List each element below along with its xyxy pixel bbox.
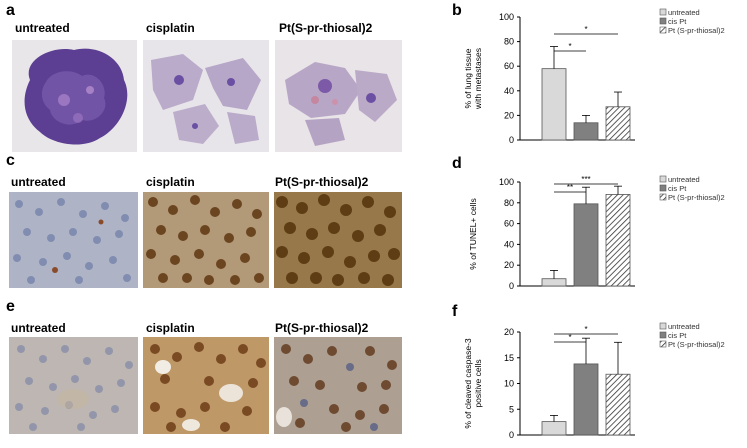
micrograph-e-thiosal [274, 337, 402, 434]
y-axis-label: % of lung tissue with metastases [463, 48, 483, 110]
bar-untreated [541, 278, 567, 287]
significance-label: * [584, 25, 587, 34]
y-tick-label: 100 [499, 12, 514, 22]
chart-d: 0 20 40 60 80 100% of TUNEL+ cells ** *** untrea… [455, 170, 745, 295]
significance-label: *** [581, 175, 590, 184]
bar-pt-s-pr-thiosal-2 [605, 194, 631, 287]
y-tick-label: 5 [509, 404, 514, 414]
image-label-e-cisplatin: cisplatin [146, 321, 195, 335]
micrograph-a-untreated [12, 40, 137, 152]
legend-swatch [659, 331, 667, 339]
image-label-e-untreated: untreated [11, 321, 66, 335]
y-axis-label-line: % of TUNEL+ cells [468, 198, 478, 269]
bar-cis-pt [573, 122, 599, 141]
y-axis-label-line: % of lung tissue [463, 48, 473, 108]
image-label-a-cisplatin: cisplatin [146, 21, 195, 35]
y-axis-label-line: % of cleaved caspase-3 [463, 338, 473, 429]
bar-pt-s-pr-thiosal-2 [605, 373, 631, 436]
chart-b: 0 20 40 60 80 100 % of lung tissue with metasta… [455, 5, 745, 147]
bar-pt-s-pr-thiosal-2 [605, 106, 631, 141]
legend-label: untreated [668, 322, 700, 331]
chart-b-svg: 0 20 40 60 80 100 % of lung tissue with metasta… [463, 8, 725, 145]
legend-swatch [659, 8, 667, 16]
legend-label: Pt (S-pr-thiosal)2 [668, 193, 725, 202]
chart-f: 0 5 10 15 20 % of cleaved caspase-3 positive c… [455, 315, 745, 443]
legend-swatch [659, 17, 667, 25]
legend-swatch [659, 26, 667, 34]
micrograph-e-untreated [9, 337, 138, 434]
panel-letter-d: d [452, 155, 462, 172]
micrograph-c-cisplatin [143, 192, 269, 288]
significance-label: * [568, 42, 571, 51]
y-tick-label: 0 [509, 430, 514, 440]
legend-label: untreated [668, 8, 700, 17]
significance-label: ** [567, 183, 573, 192]
panel-letter-a: a [6, 2, 15, 19]
panel-letter-e: e [6, 298, 15, 315]
y-tick-label: 80 [504, 37, 514, 47]
legend-swatch [659, 193, 667, 201]
y-tick-label: 40 [504, 86, 514, 96]
y-tick-label: 0 [509, 135, 514, 145]
panel-letter-c: c [6, 152, 15, 169]
image-label-c-cisplatin: cisplatin [146, 175, 195, 189]
y-tick-label: 0 [509, 281, 514, 291]
image-label-e-thiosal: Pt(S-pr-thiosal)2 [275, 321, 369, 335]
y-tick-label: 40 [504, 239, 514, 249]
bar-untreated [541, 68, 567, 141]
legend-label: cis Pt [668, 17, 687, 26]
legend-label: Pt (S-pr-thiosal)2 [668, 340, 725, 349]
y-tick-label: 20 [504, 327, 514, 337]
micrograph-a-thiosal [275, 40, 402, 152]
legend-label: cis Pt [668, 331, 687, 340]
y-axis-label-line: with metastases [473, 48, 483, 110]
y-tick-label: 100 [499, 177, 514, 187]
y-tick-label: 15 [504, 353, 514, 363]
legend-swatch [659, 322, 667, 330]
panel-letter-f: f [452, 303, 458, 320]
panel-letter-b: b [452, 2, 462, 19]
y-tick-label: 20 [504, 260, 514, 270]
y-axis-label-line: positive cells [473, 359, 483, 407]
y-tick-label: 10 [504, 379, 514, 389]
micrograph-e-cisplatin [143, 337, 269, 434]
legend-swatch [659, 340, 667, 348]
y-axis-label: % of cleaved caspase-3 positive cells [463, 338, 483, 429]
bar-cis-pt [573, 203, 599, 287]
y-tick-label: 60 [504, 61, 514, 71]
image-label-c-untreated: untreated [11, 175, 66, 189]
significance-label: * [568, 333, 571, 342]
chart-f-svg: 0 5 10 15 20 % of cleaved caspase-3 positive c… [463, 322, 725, 440]
y-tick-label: 60 [504, 219, 514, 229]
legend-swatch [659, 175, 667, 183]
bar-cis-pt [573, 363, 599, 436]
image-label-a-untreated: untreated [15, 21, 70, 35]
y-axis-label: % of TUNEL+ cells [468, 198, 478, 269]
image-label-a-thiosal: Pt(S-pr-thiosal)2 [279, 21, 373, 35]
significance-label: * [584, 325, 587, 334]
micrograph-c-thiosal [274, 192, 402, 288]
bar-untreated [541, 421, 567, 436]
legend-label: Pt (S-pr-thiosal)2 [668, 26, 725, 35]
legend-label: untreated [668, 175, 700, 184]
y-tick-label: 80 [504, 198, 514, 208]
micrograph-a-cisplatin [143, 40, 269, 152]
image-label-c-thiosal: Pt(S-pr-thiosal)2 [275, 175, 369, 189]
micrograph-c-untreated [9, 192, 138, 288]
legend-swatch [659, 184, 667, 192]
y-tick-label: 20 [504, 110, 514, 120]
legend-label: cis Pt [668, 184, 687, 193]
